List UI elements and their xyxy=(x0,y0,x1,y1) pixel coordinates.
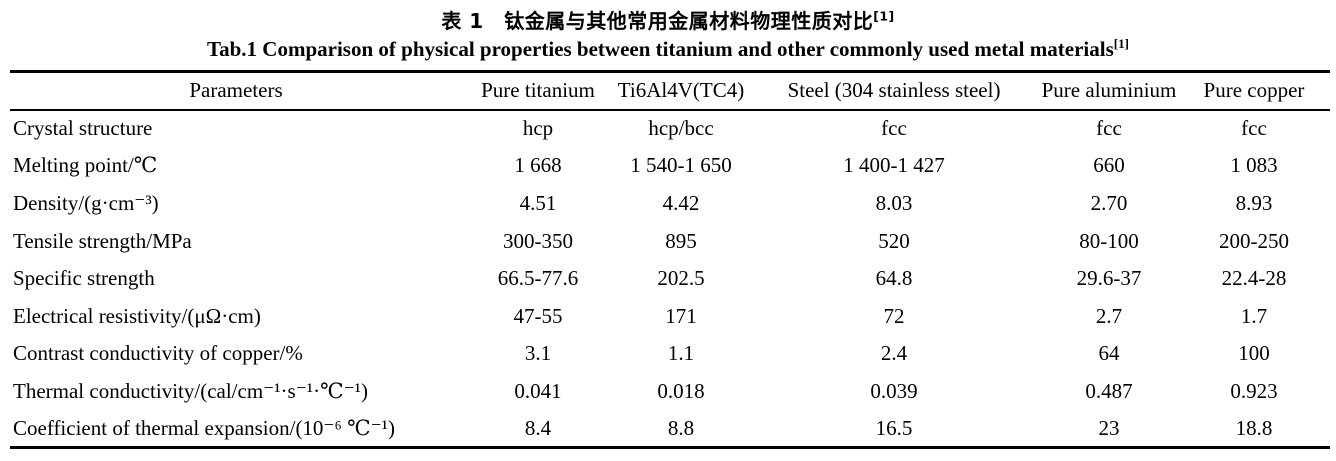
citation-ref-zh: [1] xyxy=(873,8,895,24)
value-cell: 300-350 xyxy=(503,228,573,253)
value-cell: 1 400-1 427 xyxy=(843,153,945,178)
value-cell: 8.93 xyxy=(1235,190,1273,215)
value-cell: 0.039 xyxy=(870,378,918,403)
table-caption-zh-text: 表 1 钛金属与其他常用金属材料物理性质对比 xyxy=(441,9,874,33)
value-cell: 1 668 xyxy=(514,153,562,178)
table-caption-en: Tab.1 Comparison of physical properties … xyxy=(0,37,1336,62)
value-cell: 0.041 xyxy=(514,378,562,403)
value-cell: 895 xyxy=(665,228,697,253)
value-cell: fcc xyxy=(881,116,907,141)
value-cell: 100 xyxy=(1238,341,1270,366)
value-cell: 520 xyxy=(878,228,910,253)
table-row-density: Density/(g·cm⁻³) 4.51 4.42 8.03 2.70 8.9… xyxy=(10,185,1330,223)
value-cell: 200-250 xyxy=(1219,228,1289,253)
table-row-tensile-strength: Tensile strength/MPa 300-350 895 520 80-… xyxy=(10,222,1330,260)
column-header-pure-copper: Pure copper xyxy=(1203,78,1305,103)
parameter-cell: Crystal structure xyxy=(13,116,153,141)
value-cell: 23 xyxy=(1098,415,1120,440)
parameter-cell: Coefficient of thermal expansion/(10⁻⁶ ℃… xyxy=(13,415,395,440)
value-cell: 0.923 xyxy=(1230,378,1278,403)
value-cell: 3.1 xyxy=(524,341,552,366)
column-header-pure-titanium: Pure titanium xyxy=(481,78,595,103)
column-header-steel: Steel (304 stainless steel) xyxy=(787,78,1001,103)
value-cell: 16.5 xyxy=(875,415,913,440)
value-cell: 4.42 xyxy=(662,190,700,215)
value-cell: 1 540-1 650 xyxy=(630,153,732,178)
value-cell: 202.5 xyxy=(657,266,705,291)
value-cell: 0.487 xyxy=(1085,378,1133,403)
value-cell: 1.7 xyxy=(1240,303,1268,328)
parameter-cell: Specific strength xyxy=(13,266,155,291)
table-row-thermal-expansion: Coefficient of thermal expansion/(10⁻⁶ ℃… xyxy=(10,410,1330,448)
column-header-parameters: Parameters xyxy=(189,78,283,103)
value-cell: 4.51 xyxy=(519,190,557,215)
parameter-cell: Thermal conductivity/(cal/cm⁻¹·s⁻¹·℃⁻¹) xyxy=(13,378,368,403)
table-row-specific-strength: Specific strength 66.5-77.6 202.5 64.8 2… xyxy=(10,260,1330,298)
value-cell: 80-100 xyxy=(1079,228,1139,253)
value-cell: 18.8 xyxy=(1235,415,1273,440)
value-cell: 8.4 xyxy=(524,415,552,440)
value-cell: 29.6-37 xyxy=(1076,266,1142,291)
citation-ref-en: [1] xyxy=(1113,36,1129,51)
value-cell: 0.018 xyxy=(657,378,705,403)
table-caption-en-text: Tab.1 Comparison of physical properties … xyxy=(207,37,1114,61)
value-cell: hcp xyxy=(522,116,554,141)
column-header-ti6al4v: Ti6Al4V(TC4) xyxy=(617,78,745,103)
column-header-pure-aluminium: Pure aluminium xyxy=(1041,78,1177,103)
value-cell: 2.4 xyxy=(880,341,908,366)
parameter-cell: Tensile strength/MPa xyxy=(13,228,192,253)
value-cell: fcc xyxy=(1241,116,1267,141)
parameter-cell: Electrical resistivity/(μΩ·cm) xyxy=(13,303,261,328)
value-cell: 2.70 xyxy=(1090,190,1128,215)
value-cell: 66.5-77.6 xyxy=(497,266,579,291)
value-cell: 2.7 xyxy=(1095,303,1123,328)
table-row-thermal-conductivity: Thermal conductivity/(cal/cm⁻¹·s⁻¹·℃⁻¹) … xyxy=(10,373,1330,411)
parameter-cell: Melting point/℃ xyxy=(13,153,158,178)
value-cell: 8.03 xyxy=(875,190,913,215)
properties-table: Parameters Pure titanium Ti6Al4V(TC4) St… xyxy=(10,70,1330,450)
value-cell: 660 xyxy=(1093,153,1125,178)
value-cell: 47-55 xyxy=(513,303,563,328)
value-cell: 22.4-28 xyxy=(1221,266,1287,291)
value-cell: 1.1 xyxy=(667,341,695,366)
table-row-contrast-conductivity: Contrast conductivity of copper/% 3.1 1.… xyxy=(10,335,1330,373)
parameter-cell: Density/(g·cm⁻³) xyxy=(13,190,159,215)
value-cell: 64.8 xyxy=(875,266,913,291)
table-row-melting-point: Melting point/℃ 1 668 1 540-1 650 1 400-… xyxy=(10,147,1330,185)
value-cell: 8.8 xyxy=(667,415,695,440)
value-cell: 171 xyxy=(665,303,697,328)
value-cell: hcp/bcc xyxy=(648,116,714,141)
value-cell: 1 083 xyxy=(1230,153,1278,178)
header-row: Parameters Pure titanium Ti6Al4V(TC4) St… xyxy=(10,72,1330,110)
value-cell: fcc xyxy=(1096,116,1122,141)
value-cell: 72 xyxy=(883,303,905,328)
table-row-crystal-structure: Crystal structure hcp hcp/bcc fcc fcc fc… xyxy=(10,110,1330,148)
parameter-cell: Contrast conductivity of copper/% xyxy=(13,341,303,366)
table-row-electrical-resistivity: Electrical resistivity/(μΩ·cm) 47-55 171… xyxy=(10,297,1330,335)
value-cell: 64 xyxy=(1098,341,1120,366)
table-caption-zh: 表 1 钛金属与其他常用金属材料物理性质对比[1] xyxy=(0,0,1336,34)
paper-table-figure: 表 1 钛金属与其他常用金属材料物理性质对比[1] Tab.1 Comparis… xyxy=(0,0,1336,450)
